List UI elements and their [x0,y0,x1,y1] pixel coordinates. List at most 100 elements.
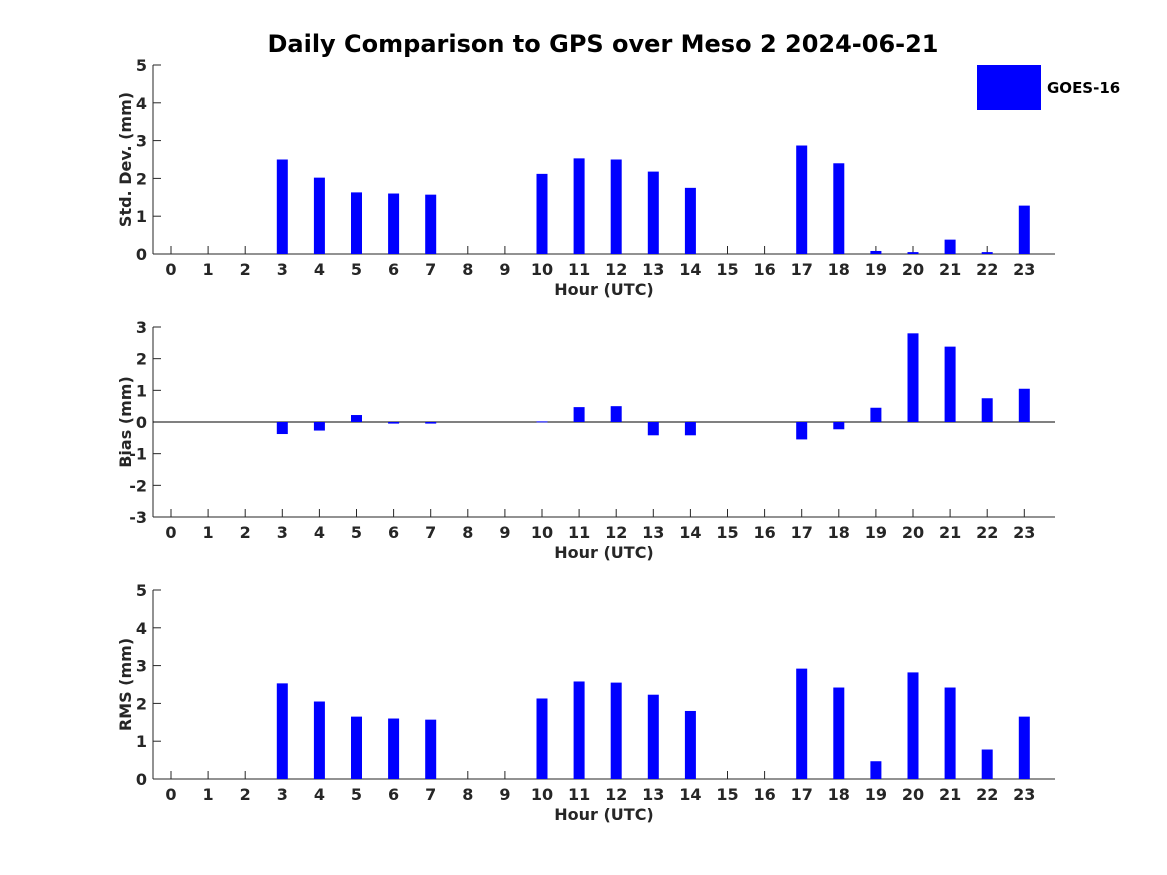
x-tick-label: 21 [939,523,961,542]
x-tick-label: 13 [642,785,664,804]
x-tick-label: 4 [314,523,325,542]
y-tick-label: 1 [136,381,147,400]
bar-hour-14 [684,422,696,436]
bar-hour-18 [833,422,845,430]
x-tick-label: 10 [531,260,553,279]
x-tick-label: 0 [165,523,176,542]
y-tick-label: 2 [136,350,147,369]
x-tick-label: 22 [976,785,998,804]
x-tick-label: 14 [679,523,701,542]
x-tick-label: 10 [531,785,553,804]
x-tick-label: 12 [605,785,627,804]
y-tick-label: 2 [136,169,147,188]
x-tick-label: 3 [277,260,288,279]
x-tick-label: 5 [351,785,362,804]
bar-hour-5 [351,716,362,779]
bar-hour-21 [944,346,956,422]
y-tick-label: 3 [136,132,147,151]
x-tick-label: 21 [939,785,961,804]
x-tick-label: 17 [791,523,813,542]
bar-hour-4 [313,177,325,254]
x-tick-label: 23 [1013,785,1035,804]
x-tick-label: 19 [865,785,887,804]
bar-hour-13 [647,171,659,254]
y-tick-label: 2 [136,694,147,713]
bar-hour-18 [833,687,845,779]
x-tick-label: 1 [203,260,214,279]
x-tick-label: 16 [753,523,775,542]
x-tick-label: 17 [791,260,813,279]
x-tick-label: 0 [165,260,176,279]
y-tick-label: 1 [136,207,147,226]
bar-hour-19 [870,250,882,254]
chart-title: Daily Comparison to GPS over Meso 2 2024… [267,30,938,58]
x-tick-label: 11 [568,260,590,279]
x-tick-label: 5 [351,523,362,542]
x-tick-label: 20 [902,260,924,279]
x-tick-label: 0 [165,785,176,804]
y-axis-label: RMS (mm) [116,638,135,731]
x-tick-label: 16 [753,785,775,804]
x-tick-label: 19 [865,260,887,279]
bar-hour-22 [981,252,993,254]
x-tick-label: 9 [499,260,510,279]
bar-hour-13 [647,422,659,436]
x-tick-label: 20 [902,523,924,542]
x-tick-label: 2 [240,785,251,804]
y-tick-label: 1 [136,732,147,751]
bar-hour-19 [870,761,882,779]
x-tick-label: 9 [499,785,510,804]
y-tick-label: 5 [136,56,147,75]
bar-hour-6 [388,718,400,779]
x-tick-label: 18 [828,260,850,279]
bar-hour-14 [684,187,696,254]
bar-hour-22 [981,749,993,779]
bar-hour-19 [870,407,882,422]
x-tick-label: 7 [425,260,436,279]
bar-hour-10 [536,421,548,423]
x-tick-label: 17 [791,785,813,804]
x-tick-label: 7 [425,785,436,804]
bar-hour-18 [833,163,845,254]
x-tick-label: 18 [828,523,850,542]
x-tick-label: 15 [716,785,738,804]
bar-hour-3 [276,422,288,435]
bar-hour-21 [944,687,956,779]
y-tick-label: 4 [136,94,147,113]
x-axis-label: Hour (UTC) [554,280,654,299]
x-tick-label: 6 [388,785,399,804]
bar-hour-10 [536,173,548,254]
x-tick-label: 7 [425,523,436,542]
x-tick-label: 3 [277,785,288,804]
x-tick-label: 6 [388,260,399,279]
x-tick-label: 8 [462,260,473,279]
x-tick-label: 8 [462,523,473,542]
x-tick-label: 23 [1013,523,1035,542]
bar-hour-23 [1018,388,1030,422]
x-tick-label: 5 [351,260,362,279]
x-tick-label: 23 [1013,260,1035,279]
bar-hour-7 [425,194,437,254]
y-tick-label: 3 [136,318,147,337]
bar-hour-20 [907,333,919,422]
x-tick-label: 13 [642,260,664,279]
bar-hour-3 [276,159,288,254]
x-tick-label: 11 [568,785,590,804]
bar-hour-7 [425,719,437,779]
bar-hour-13 [647,694,659,779]
bar-hour-6 [388,193,400,254]
bar-hour-7 [425,422,437,424]
bar-hour-11 [573,158,585,254]
x-tick-label: 10 [531,523,553,542]
bar-hour-5 [351,192,362,254]
bar-hour-14 [684,710,696,779]
x-tick-label: 20 [902,785,924,804]
legend-swatch [977,65,1041,110]
bar-hour-20 [907,252,919,254]
y-tick-label: 0 [136,770,147,789]
x-tick-label: 2 [240,260,251,279]
